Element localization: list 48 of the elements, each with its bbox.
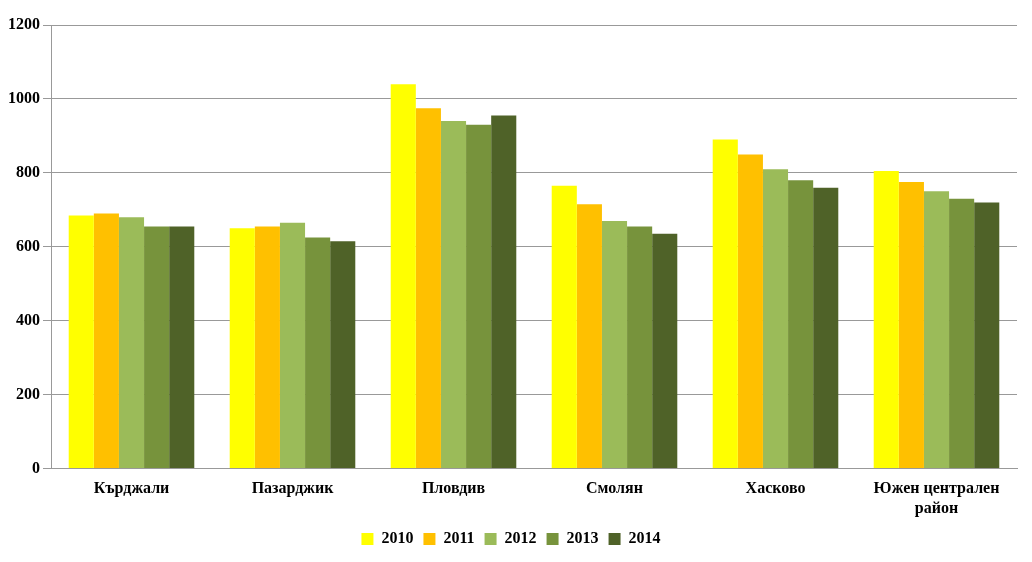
bar bbox=[898, 182, 924, 469]
bar bbox=[923, 191, 950, 469]
y-tick-label: 400 bbox=[16, 310, 40, 328]
y-tick-label: 1200 bbox=[8, 15, 40, 33]
bar bbox=[93, 213, 119, 469]
bar bbox=[144, 226, 170, 469]
y-tick-label: 600 bbox=[16, 236, 40, 254]
bar bbox=[601, 220, 628, 469]
bar bbox=[762, 169, 789, 469]
bar bbox=[873, 171, 899, 469]
bar bbox=[254, 226, 280, 469]
bar bbox=[305, 237, 331, 469]
x-tick-label: Южен централен район bbox=[873, 479, 1000, 517]
bar bbox=[712, 139, 738, 469]
bar bbox=[737, 154, 763, 469]
bar bbox=[229, 228, 255, 469]
bar bbox=[551, 185, 577, 469]
bar bbox=[652, 233, 678, 469]
y-tick-label: 0 bbox=[32, 458, 40, 476]
bar bbox=[118, 217, 145, 469]
bar bbox=[330, 241, 356, 469]
bar bbox=[813, 187, 839, 469]
x-tick-label: Пловдив bbox=[421, 479, 486, 497]
bar bbox=[627, 226, 653, 469]
legend-label: 2010 bbox=[381, 529, 414, 547]
bar bbox=[949, 198, 975, 469]
bar bbox=[415, 108, 441, 469]
x-tick-label: Хасково bbox=[745, 479, 806, 497]
bar bbox=[788, 180, 814, 469]
bar bbox=[466, 124, 492, 469]
legend-label: 2013 bbox=[566, 529, 599, 547]
bar bbox=[279, 222, 306, 469]
bar bbox=[974, 202, 1000, 469]
legend-label: 2011 bbox=[443, 529, 475, 547]
legend-label: 2014 bbox=[628, 529, 661, 547]
x-tick-label: Смолян bbox=[586, 479, 643, 497]
bar bbox=[576, 204, 602, 469]
bar bbox=[440, 121, 467, 469]
bar bbox=[169, 226, 195, 469]
y-tick-label: 1000 bbox=[8, 89, 40, 107]
legend-label: 2012 bbox=[504, 529, 537, 547]
bar bbox=[68, 215, 94, 469]
bar bbox=[491, 115, 517, 469]
bar bbox=[390, 84, 416, 469]
y-tick-label: 800 bbox=[16, 163, 40, 181]
x-tick-label: Пазарджик bbox=[251, 479, 335, 498]
y-tick-label: 200 bbox=[16, 384, 40, 402]
x-tick-label: Кърджали bbox=[93, 479, 170, 498]
